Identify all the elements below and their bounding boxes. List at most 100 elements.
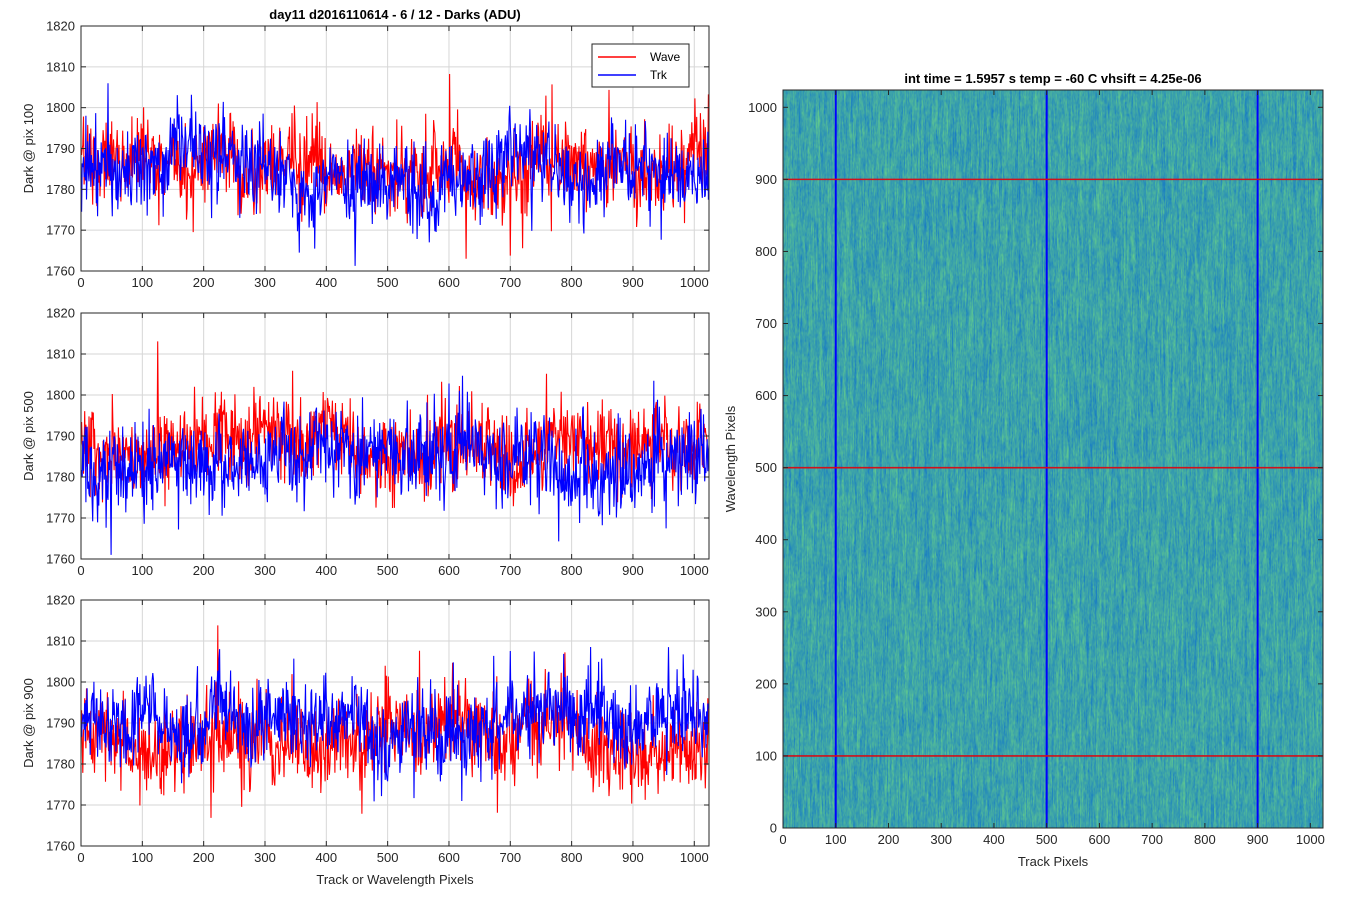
y-tick-label: 1790 bbox=[46, 141, 75, 156]
axes-box bbox=[782, 89, 1324, 829]
x-tick-label: 800 bbox=[561, 850, 583, 865]
x-tick-label: 1000 bbox=[680, 563, 709, 578]
x-tick-label: 400 bbox=[315, 850, 337, 865]
y-tick-label: 1810 bbox=[46, 59, 75, 74]
y-tick-label: 1790 bbox=[46, 429, 75, 444]
x-tick-label: 100 bbox=[131, 275, 153, 290]
series-line-trk bbox=[81, 375, 709, 555]
chart-title: day11 d2016110614 - 6 / 12 - Darks (ADU) bbox=[269, 7, 520, 22]
x-tick-label: 700 bbox=[499, 275, 521, 290]
x-tick-label: 200 bbox=[193, 850, 215, 865]
axes-box bbox=[80, 312, 710, 560]
x-tick-label: 500 bbox=[377, 850, 399, 865]
x-tick-label: 800 bbox=[561, 275, 583, 290]
axes-box bbox=[80, 599, 710, 847]
y-tick-label: 1760 bbox=[46, 552, 75, 567]
y-tick-label: 100 bbox=[755, 748, 777, 763]
plots-layer: 0 100 200 300 400 500 600 700 800 900 100017601770… bbox=[21, 7, 1325, 887]
y-tick-label: 1810 bbox=[46, 347, 75, 362]
axes-box bbox=[80, 25, 710, 272]
y-axis-label: Dark @ pix 100 bbox=[21, 104, 36, 194]
series-line-trk bbox=[81, 83, 709, 266]
x-tick-label: 400 bbox=[315, 275, 337, 290]
axes-3: 0 100 200 300 400 500 600 700 800 900 1000 1760 1770… bbox=[21, 593, 710, 887]
x-tick-label: 400 bbox=[315, 563, 337, 578]
x-tick-label: 200 bbox=[193, 563, 215, 578]
y-tick-label: 1810 bbox=[46, 634, 75, 649]
x-tick-label: 200 bbox=[878, 832, 900, 847]
axes-4: 0 100 200 300 400 500 600 700 800 900 1000 0 100 200 3… bbox=[723, 71, 1325, 869]
y-tick-label: 1790 bbox=[46, 716, 75, 731]
legend-label: Trk bbox=[650, 68, 668, 82]
y-axis-label: Wavelength Pixels bbox=[723, 405, 738, 512]
x-tick-label: 600 bbox=[438, 563, 460, 578]
chart-title: int time = 1.5957 s temp = -60 C vhsift … bbox=[904, 71, 1201, 86]
y-tick-label: 0 bbox=[770, 821, 777, 836]
x-tick-label: 0 bbox=[77, 563, 84, 578]
x-tick-label: 200 bbox=[193, 275, 215, 290]
x-tick-label: 500 bbox=[377, 275, 399, 290]
y-axis-label: Dark @ pix 500 bbox=[21, 391, 36, 481]
x-tick-label: 100 bbox=[131, 850, 153, 865]
y-tick-label: 700 bbox=[755, 316, 777, 331]
y-tick-label: 600 bbox=[755, 388, 777, 403]
x-tick-label: 400 bbox=[983, 832, 1005, 847]
y-tick-label: 1760 bbox=[46, 839, 75, 854]
y-tick-label: 1000 bbox=[748, 100, 777, 115]
y-tick-label: 1820 bbox=[46, 593, 75, 608]
axes-1: 0 100 200 300 400 500 600 700 800 900 1000 1760 1770… bbox=[21, 7, 710, 290]
x-tick-label: 1000 bbox=[680, 850, 709, 865]
x-tick-label: 0 bbox=[77, 850, 84, 865]
series-line-trk bbox=[81, 646, 709, 802]
x-tick-label: 600 bbox=[438, 275, 460, 290]
y-tick-label: 1760 bbox=[46, 264, 75, 279]
x-tick-label: 600 bbox=[438, 850, 460, 865]
x-tick-label: 800 bbox=[561, 563, 583, 578]
x-tick-label: 500 bbox=[377, 563, 399, 578]
x-tick-label: 1000 bbox=[680, 275, 709, 290]
x-tick-label: 800 bbox=[1194, 832, 1216, 847]
x-tick-label: 900 bbox=[622, 563, 644, 578]
x-tick-label: 700 bbox=[499, 563, 521, 578]
x-tick-label: 700 bbox=[1141, 832, 1163, 847]
x-tick-label: 900 bbox=[1247, 832, 1269, 847]
legend: Wave Trk bbox=[591, 43, 690, 88]
x-tick-label: 100 bbox=[131, 563, 153, 578]
y-tick-label: 400 bbox=[755, 532, 777, 547]
y-tick-label: 800 bbox=[755, 244, 777, 259]
x-tick-label: 300 bbox=[254, 850, 276, 865]
y-tick-label: 1780 bbox=[46, 757, 75, 772]
y-tick-label: 1780 bbox=[46, 470, 75, 485]
y-tick-label: 300 bbox=[755, 604, 777, 619]
x-tick-label: 300 bbox=[254, 563, 276, 578]
y-tick-label: 1770 bbox=[46, 798, 75, 813]
x-tick-label: 500 bbox=[1036, 832, 1058, 847]
legend-label: Wave bbox=[650, 50, 681, 64]
y-tick-label: 1800 bbox=[46, 675, 75, 690]
y-tick-label: 1770 bbox=[46, 223, 75, 238]
axes-2: 0 100 200 300 400 500 600 700 800 900 1000 1760 1770… bbox=[21, 306, 710, 578]
x-tick-label: 300 bbox=[254, 275, 276, 290]
y-axis-label: Dark @ pix 900 bbox=[21, 678, 36, 768]
x-tick-label: 0 bbox=[779, 832, 786, 847]
x-tick-label: 700 bbox=[499, 850, 521, 865]
y-tick-label: 500 bbox=[755, 460, 777, 475]
x-tick-label: 300 bbox=[930, 832, 952, 847]
y-tick-label: 900 bbox=[755, 172, 777, 187]
heatmap-image bbox=[783, 90, 1323, 828]
x-axis-label: Track Pixels bbox=[1018, 854, 1089, 869]
y-tick-label: 200 bbox=[755, 676, 777, 691]
y-tick-label: 1820 bbox=[46, 306, 75, 321]
legend-box bbox=[591, 43, 690, 88]
x-tick-label: 0 bbox=[77, 275, 84, 290]
x-tick-label: 600 bbox=[1089, 832, 1111, 847]
x-axis-label: Track or Wavelength Pixels bbox=[316, 872, 474, 887]
y-tick-label: 1770 bbox=[46, 511, 75, 526]
x-tick-label: 1000 bbox=[1296, 832, 1325, 847]
y-tick-label: 1780 bbox=[46, 182, 75, 197]
x-tick-label: 900 bbox=[622, 275, 644, 290]
y-tick-label: 1800 bbox=[46, 100, 75, 115]
y-tick-label: 1820 bbox=[46, 19, 75, 34]
y-tick-label: 1800 bbox=[46, 388, 75, 403]
